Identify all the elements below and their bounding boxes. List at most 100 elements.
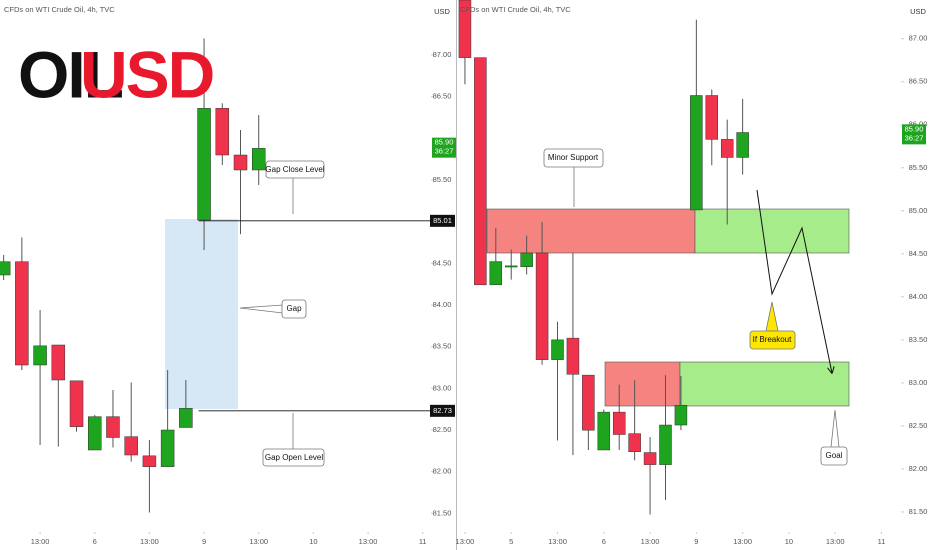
y-tick-label: 87.00 <box>433 50 452 59</box>
logo-oil: OIL <box>18 37 123 111</box>
candle-body <box>124 436 138 456</box>
callout-box <box>265 160 325 179</box>
pointer <box>765 301 779 332</box>
x-tick-label: 10 <box>309 537 317 546</box>
candle-body <box>504 265 518 268</box>
x-tick-label: 6 <box>602 537 606 546</box>
y-tick-label: 85.00 <box>909 206 928 215</box>
candle-body <box>179 408 193 428</box>
x-tick-label: 13:00 <box>826 537 845 546</box>
candle-body <box>535 252 549 360</box>
candle-body <box>0 261 11 276</box>
candle-body <box>720 139 734 158</box>
x-tick-label: 13:00 <box>249 537 268 546</box>
candle-body <box>736 132 749 158</box>
last-price: 85.90 <box>435 138 454 147</box>
y-axis-label: USD <box>910 7 926 16</box>
y-tick-label: 87.00 <box>909 34 928 43</box>
x-tick-label: 10 <box>785 537 793 546</box>
callout-box <box>262 448 325 467</box>
y-tick-label: 84.50 <box>909 249 928 258</box>
candle-body <box>612 411 626 435</box>
x-tick-label: 9 <box>694 537 698 546</box>
x-tick-label: 5 <box>509 537 513 546</box>
last-price-box <box>432 137 456 158</box>
candle-body <box>233 154 248 171</box>
candle-body <box>520 252 533 267</box>
candle-body <box>489 261 503 286</box>
y-tick-label: 83.00 <box>909 378 928 387</box>
logo-usd: USD <box>80 37 213 111</box>
candle-body <box>160 429 175 467</box>
y-tick-label: 82.50 <box>909 421 928 430</box>
annotation: Goal <box>826 451 843 460</box>
x-tick-label: 13:00 <box>548 537 567 546</box>
y-tick-label: 83.50 <box>433 342 452 351</box>
candle-body <box>458 0 472 58</box>
y-tick-label: 86.00 <box>909 120 928 129</box>
y-tick-label: 83.00 <box>433 383 452 392</box>
y-tick-label: 81.50 <box>909 507 928 516</box>
annotation: Minor Support <box>548 153 599 162</box>
chart-title: CFDs on WTI Crude Oil, 4h, TVC <box>4 5 115 14</box>
candle-body <box>33 345 47 366</box>
annotation: Gap Open Level <box>265 453 323 462</box>
candle-body <box>106 416 120 438</box>
candle-body <box>643 452 657 465</box>
projection-arrow <box>756 189 832 373</box>
annotation: If Breakout <box>753 335 792 344</box>
x-tick-label: 13:00 <box>641 537 660 546</box>
candles <box>458 0 749 515</box>
candle-body <box>251 148 266 171</box>
last-price: 85.90 <box>905 124 924 133</box>
candle-body <box>15 261 29 366</box>
candle-body <box>690 95 703 211</box>
candle-body <box>674 404 688 426</box>
y-tick-label: 84.00 <box>433 300 452 309</box>
y-tick-label: 82.00 <box>909 464 928 473</box>
goal-zone-extension <box>679 361 850 407</box>
candle-body <box>474 57 487 286</box>
last-price-box <box>902 124 926 145</box>
y-tick-label: 84.50 <box>433 258 452 267</box>
price-label-box <box>430 214 455 227</box>
pointer <box>830 409 840 448</box>
goal-zone <box>604 361 681 407</box>
price-label: 85.01 <box>433 216 452 225</box>
x-tick-label: 13:00 <box>140 537 159 546</box>
x-tick-label: 11 <box>878 537 886 546</box>
candle-body <box>51 344 66 381</box>
x-tick-label: 13:00 <box>359 537 378 546</box>
y-tick-label: 84.00 <box>909 292 928 301</box>
pointer <box>239 304 284 314</box>
y-tick-label: 86.50 <box>433 92 452 101</box>
candle-body <box>628 433 641 452</box>
y-tick-label: 82.00 <box>433 467 452 476</box>
x-tick-label: 6 <box>93 537 97 546</box>
candle-body <box>597 411 611 451</box>
candle-body <box>566 337 580 375</box>
callout-box <box>820 446 848 466</box>
y-tick-label: 83.50 <box>909 335 928 344</box>
x-tick-label: 13:00 <box>733 537 752 546</box>
candle-body <box>215 108 230 156</box>
candle-body <box>142 455 157 467</box>
candle-body <box>705 95 719 140</box>
candle-body <box>551 339 564 360</box>
candle-body <box>582 374 595 431</box>
candle-body <box>69 380 84 427</box>
support-zone-extension <box>694 208 850 254</box>
countdown: 36:27 <box>435 147 454 156</box>
x-tick-label: 9 <box>202 537 206 546</box>
candles <box>0 38 266 513</box>
x-tick-label: 13:00 <box>31 537 50 546</box>
y-tick-label: 85.50 <box>433 175 452 184</box>
y-tick-label: 81.50 <box>433 508 452 517</box>
callout-box <box>281 299 307 319</box>
candle-body <box>659 424 672 465</box>
y-tick-label: 85.50 <box>909 163 928 172</box>
callout-box <box>543 148 604 168</box>
candle-body <box>197 108 211 221</box>
price-label-box <box>430 404 455 417</box>
